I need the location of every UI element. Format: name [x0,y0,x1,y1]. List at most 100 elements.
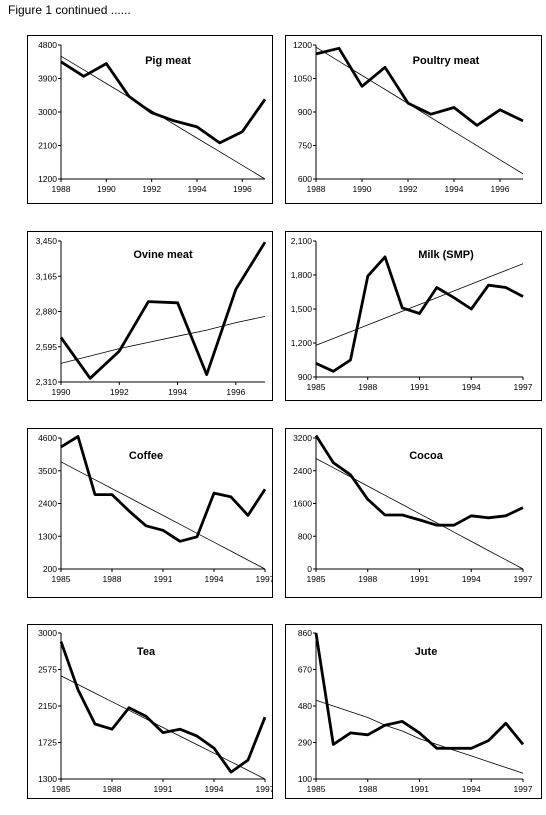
jute-chart-panel: 860 670 480 290 100 1985 1988 1991 1994 1997 Jute [285,624,542,799]
y-tick-label: 800 [298,531,312,541]
x-tick-label: 1991 [410,784,429,794]
y-tick-label: 1600 [293,499,312,509]
trend-line [315,263,524,346]
y-tick-label: 750 [298,141,312,151]
x-tick-label: 1994 [462,574,481,584]
y-tick-label: 480 [298,701,312,711]
y-tick-label: 3,165 [36,271,58,281]
x-tick-label: 1990 [52,387,71,397]
chart-title: Jute [415,646,438,658]
y-tick-label: 1050 [293,74,312,84]
x-tick-label: 1991 [410,382,429,392]
y-tick-label: 2400 [293,466,312,476]
price-series-line [59,241,267,380]
chart-title: Milk (SMP) [418,249,474,261]
x-tick-label: 1991 [410,574,429,584]
x-tick-label: 1997 [514,574,533,584]
x-tick-label: 1985 [307,784,326,794]
y-tick-label: 3000 [38,107,57,117]
chart-title: Coffee [129,450,163,462]
chart-title: Pig meat [145,55,191,67]
y-tick-label: 1,500 [291,304,313,314]
x-tick-label: 1996 [226,387,245,397]
y-tick-label: 100 [298,774,312,784]
chart-title: Ovine meat [133,249,193,261]
poultry-meat-chart-panel: 1200 1050 900 750 600 1988 1990 1992 1994 1996 Pou… [285,35,542,204]
trend-line [60,461,266,570]
y-tick-label: 4800 [38,40,57,50]
price-series-line [60,60,267,145]
y-tick-label: 2575 [38,665,57,675]
x-tick-label: 1988 [307,184,326,194]
y-tick-label: 4600 [38,433,57,443]
x-tick-label: 1997 [514,382,533,392]
x-tick-label: 1994 [462,382,481,392]
y-tick-label: 1,200 [291,338,313,348]
y-tick-label: 200 [43,564,57,574]
y-tick-label: 1200 [38,174,57,184]
x-tick-label: 1992 [399,184,418,194]
trend-line [315,458,524,570]
x-tick-label: 1997 [256,784,272,794]
y-tick-label: 2,100 [291,236,313,246]
x-tick-label: 1988 [358,382,377,392]
price-series-line [314,632,525,750]
x-tick-label: 1988 [103,784,122,794]
x-tick-label: 1988 [52,184,71,194]
x-tick-label: 1994 [205,784,224,794]
y-tick-label: 3000 [38,628,57,638]
milk-smp-chart-panel: 2,100 1,800 1,500 1,200 900 1985 1988 1991 1994 1… [285,231,542,401]
x-tick-label: 1994 [205,574,224,584]
x-tick-label: 1985 [307,382,326,392]
trend-line [60,55,266,180]
y-tick-label: 1,800 [291,270,313,280]
y-tick-label: 900 [298,107,312,117]
y-tick-label: 3200 [293,433,312,443]
y-tick-label: 670 [298,665,312,675]
x-tick-label: 1988 [358,784,377,794]
trend-line [315,46,524,175]
x-tick-label: 1985 [307,574,326,584]
y-tick-label: 3,450 [36,236,58,246]
y-tick-label: 2,310 [36,377,58,387]
y-tick-label: 0 [307,564,312,574]
x-tick-label: 1994 [445,184,464,194]
trend-line [315,699,524,774]
trend-line [60,675,266,780]
chart-title: Cocoa [409,450,444,462]
y-tick-label: 1725 [38,738,57,748]
y-tick-label: 1300 [38,531,57,541]
y-tick-label: 2400 [38,499,57,509]
y-tick-label: 2150 [38,701,57,711]
cocoa-chart-panel: 3200 2400 1600 800 0 1985 1988 1991 1994 1997 Coco… [285,428,542,598]
y-tick-label: 860 [298,628,312,638]
price-series-line [60,435,267,543]
x-tick-label: 1990 [353,184,372,194]
x-tick-label: 1990 [97,184,116,194]
price-series-line [314,434,524,527]
y-tick-label: 900 [298,372,312,382]
y-tick-label: 2100 [38,141,57,151]
x-tick-label: 1991 [154,574,173,584]
x-tick-label: 1991 [154,784,173,794]
x-tick-label: 1997 [256,574,272,584]
pig-meat-chart-panel: 4800 3900 3000 2100 1200 1988 1990 1992 1994 1996… [27,35,273,204]
price-series-line [315,46,524,127]
y-tick-label: 290 [298,738,312,748]
figure-caption: Figure 1 continued ...... [8,3,131,17]
chart-title: Poultry meat [413,55,480,67]
chart-title: Tea [137,646,156,658]
trend-line [60,316,266,364]
x-tick-label: 1985 [52,784,71,794]
x-tick-label: 1996 [233,184,252,194]
x-tick-label: 1994 [462,784,481,794]
